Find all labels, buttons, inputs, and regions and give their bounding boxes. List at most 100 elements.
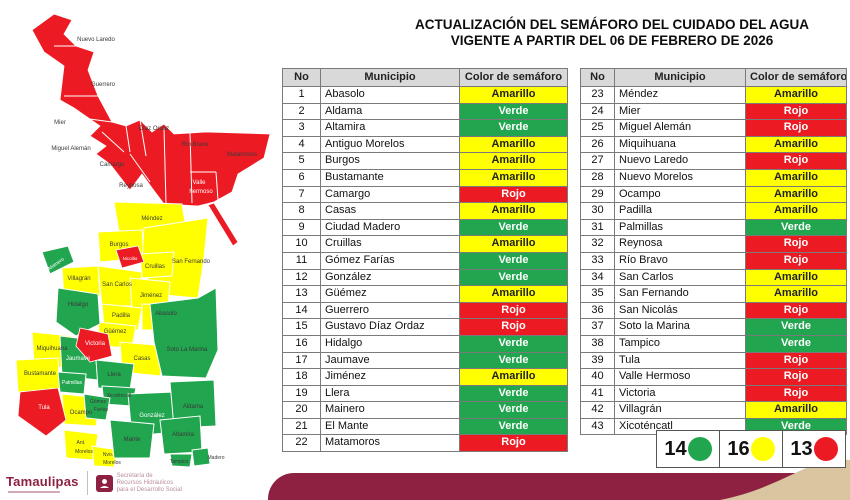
table-header-row: No Municipio Color de semáforo xyxy=(282,68,568,87)
semaphore-cell: Verde xyxy=(745,318,847,336)
row-number: 23 xyxy=(580,86,615,104)
secretariat-icon xyxy=(95,474,113,492)
map-label: Mante xyxy=(124,437,141,443)
table-row: 18 Jiménez Amarillo xyxy=(282,368,568,386)
brand-name: Tamaulipas xyxy=(6,473,79,489)
row-number: 2 xyxy=(282,102,321,121)
map-label: Ocampo xyxy=(70,410,93,416)
row-number: 20 xyxy=(282,401,321,419)
map-label: Soto La Marina xyxy=(167,347,208,353)
table-row: 3 Altamira Verde xyxy=(282,119,568,137)
municipality-name: Güémez xyxy=(320,285,460,303)
municipality-name: Gustavo Díaz Ordaz xyxy=(320,318,460,336)
semaphore-cell: Verde xyxy=(459,119,568,137)
map-label: Abasolo xyxy=(155,311,177,317)
table-row: 7 Camargo Rojo xyxy=(282,185,568,204)
summary-yellow: 16 xyxy=(719,431,782,467)
municipality-name: Palmillas xyxy=(614,218,746,237)
semaphore-cell: Verde xyxy=(459,218,568,237)
map-mainero xyxy=(41,245,75,275)
semaphore-cell: Rojo xyxy=(745,368,847,386)
row-number: 29 xyxy=(580,185,615,204)
map-label: Hidalgo xyxy=(68,302,89,308)
row-number: 36 xyxy=(580,301,615,320)
table-row: 41 Victoria Rojo xyxy=(580,384,847,403)
row-number: 14 xyxy=(282,301,321,320)
semaphore-cell: Verde xyxy=(459,384,568,403)
row-number: 21 xyxy=(282,417,321,436)
row-number: 40 xyxy=(580,368,615,386)
municipality-name: Miguel Alemán xyxy=(614,119,746,137)
semaphore-cell: Amarillo xyxy=(459,135,568,154)
municipality-name: Burgos xyxy=(320,152,460,170)
semaphore-cell: Amarillo xyxy=(459,168,568,187)
map-gomez-farias xyxy=(83,393,111,421)
table-row: 16 Hidalgo Verde xyxy=(282,334,568,353)
tan-swoosh xyxy=(720,459,850,500)
secretariat-block: Secretaría de Recursos Hidráulicos para … xyxy=(95,472,182,494)
map-label: Nvo. xyxy=(103,452,113,458)
municipality-name: Altamira xyxy=(320,119,460,137)
table-row: 6 Bustamante Amarillo xyxy=(282,168,568,187)
semaphore-cell: Amarillo xyxy=(459,152,568,170)
table-row: 11 Gómez Farías Verde xyxy=(282,251,568,270)
row-number: 28 xyxy=(580,168,615,187)
row-number: 38 xyxy=(580,334,615,353)
map-label: Reynosa xyxy=(119,183,143,189)
municipality-name: Abasolo xyxy=(320,86,460,104)
title-line-1: ACTUALIZACIÓN DEL SEMÁFORO DEL CUIDADO D… xyxy=(414,17,809,32)
semaphore-cell: Rojo xyxy=(745,301,847,320)
table-row: 33 Río Bravo Rojo xyxy=(580,251,847,270)
municipality-name: Bustamante xyxy=(320,168,460,187)
map-label: Cruillas xyxy=(145,264,165,270)
table-row: 26 Miquihuana Amarillo xyxy=(580,135,847,154)
page-title: ACTUALIZACIÓN DEL SEMÁFORO DEL CUIDADO D… xyxy=(383,17,841,49)
map-madero xyxy=(191,447,211,467)
semaphore-cell: Rojo xyxy=(745,384,847,403)
secretariat-name: Secretaría de Recursos Hidráulicos para … xyxy=(116,472,182,493)
table-row: 42 Villagrán Amarillo xyxy=(580,401,847,419)
map-label: Miquihuana xyxy=(36,346,68,352)
row-number: 9 xyxy=(282,218,321,237)
tamaulipas-map: Nuevo Laredo Guerrero Mier Miguel Alemán Cam… xyxy=(15,13,271,468)
municipality-name: Padilla xyxy=(614,202,746,220)
row-number: 3 xyxy=(282,119,321,137)
municipality-name: Guerrero xyxy=(320,301,460,320)
map-label: Morelos xyxy=(103,460,121,466)
semaphore-cell: Rojo xyxy=(745,102,847,121)
semaphore-cell: Verde xyxy=(459,251,568,270)
municipality-name: González xyxy=(320,268,460,287)
municipality-name: Méndez xyxy=(614,86,746,104)
map-label: Xicoténcatl xyxy=(107,393,131,399)
table-row: 17 Jaumave Verde xyxy=(282,351,568,370)
row-number: 22 xyxy=(282,434,321,453)
title-line-2: VIGENTE A PARTIR DEL 06 DE FEBRERO DE 20… xyxy=(450,33,774,48)
map-municipal-borders xyxy=(54,45,219,205)
map-mante xyxy=(109,419,155,459)
municipality-name: Nuevo Morelos xyxy=(614,168,746,187)
map-label: Jiménez xyxy=(140,293,162,299)
municipality-name: Villagrán xyxy=(614,401,746,419)
semaphore-cell: Rojo xyxy=(459,434,568,453)
semaphore-cell: Amarillo xyxy=(459,235,568,253)
table-row: 39 Tula Rojo xyxy=(580,351,847,370)
table-row: 4 Antiguo Morelos Amarillo xyxy=(282,135,568,154)
table-row: 1 Abasolo Amarillo xyxy=(282,86,568,104)
map-label: Valle xyxy=(193,180,207,186)
map-label: Llera xyxy=(107,372,121,378)
row-number: 8 xyxy=(282,202,321,220)
map-label: San Carlos xyxy=(102,282,132,288)
row-number: 41 xyxy=(580,384,615,403)
map-aldama xyxy=(169,379,217,429)
row-number: 19 xyxy=(282,384,321,403)
row-number: 16 xyxy=(282,334,321,353)
municipality-name: Matamoros xyxy=(320,434,460,453)
semaphore-cell: Rojo xyxy=(745,351,847,370)
map-label: Nicolás xyxy=(123,256,139,261)
row-number: 43 xyxy=(580,417,615,436)
map-label: Farías xyxy=(94,407,109,413)
map-tampico xyxy=(169,453,193,468)
table-row: 30 Padilla Amarillo xyxy=(580,202,847,220)
row-number: 7 xyxy=(282,185,321,204)
map-label: Nuevo Laredo xyxy=(77,37,115,43)
